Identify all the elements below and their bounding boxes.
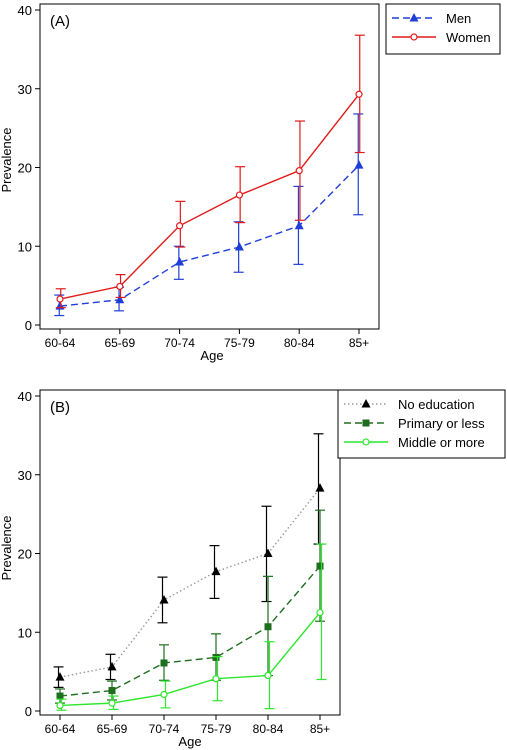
data-point	[211, 566, 221, 576]
series-women	[55, 34, 365, 309]
legend-swatch-marker	[410, 33, 418, 41]
y-tick-label: 0	[25, 318, 32, 333]
legend-item: Primary or less	[344, 416, 485, 431]
x-tick-label: 85+	[349, 336, 369, 350]
series-line	[59, 487, 321, 678]
data-point	[159, 594, 169, 604]
x-tick-label: 65-69	[104, 336, 135, 350]
y-tick-label: 20	[18, 547, 32, 562]
x-tick-label: 85+	[310, 722, 330, 736]
data-point	[116, 282, 124, 291]
x-tick-label: 70-74	[149, 722, 180, 736]
series-line	[59, 164, 360, 307]
panel-label: (A)	[50, 13, 70, 30]
x-tick-label: 80-84	[284, 336, 315, 350]
data-point	[160, 659, 168, 667]
x-tick-label: 60-64	[45, 722, 76, 736]
plot-frame	[39, 389, 341, 716]
y-axis-title: Prevalence	[0, 127, 14, 192]
data-point	[295, 167, 303, 175]
y-tick-label: 0	[25, 704, 32, 719]
data-point	[316, 608, 324, 617]
data-point	[108, 699, 116, 707]
legend-swatch-marker	[362, 419, 370, 427]
x-tick-label: 60-64	[45, 336, 76, 350]
x-tick-label: 75-79	[201, 722, 232, 736]
panel-label: (B)	[50, 399, 70, 416]
y-tick-label: 30	[18, 82, 32, 97]
series-no-education	[53, 433, 325, 688]
data-point	[107, 661, 117, 671]
series-men	[54, 113, 364, 317]
legend-label: Middle or more	[398, 435, 485, 450]
y-tick-label: 40	[18, 389, 32, 404]
y-tick-label: 20	[18, 161, 32, 176]
x-tick-label: 80-84	[253, 722, 284, 736]
data-point	[354, 160, 364, 169]
x-axis-title: Age	[200, 348, 223, 363]
y-tick-label: 30	[18, 468, 32, 483]
series-line	[59, 612, 321, 707]
data-point	[160, 690, 168, 699]
legend: Men Women	[385, 3, 501, 55]
x-axis-title: Age	[178, 734, 201, 749]
legend-swatch-marker	[361, 399, 371, 408]
chart-panel-a: 0 10 20 30 40 60-64 65-69 70-74 75-79 80-84 85+ Age…	[0, 3, 501, 363]
legend: No education Primary or less Middle or mor…	[337, 389, 506, 459]
data-point	[115, 294, 125, 304]
data-point	[264, 623, 272, 631]
plot-frame	[39, 3, 380, 330]
x-tick-label: 65-69	[97, 722, 128, 736]
legend-swatch-marker	[409, 13, 419, 22]
data-point	[316, 562, 324, 570]
legend-label: Men	[446, 11, 471, 26]
data-point	[212, 675, 220, 683]
data-point	[294, 220, 304, 230]
data-point	[176, 222, 184, 230]
y-tick-label: 10	[18, 625, 32, 640]
legend-label: Women	[446, 30, 491, 45]
data-point	[315, 483, 325, 492]
chart-panel-b: 0 10 20 30 40 60-64 65-69 70-74 75-79 80-84 85+ Age…	[0, 389, 506, 749]
data-point	[108, 687, 116, 695]
data-point	[234, 242, 244, 251]
data-point	[212, 653, 220, 661]
series-primary-or-less	[55, 509, 325, 704]
y-tick-label: 40	[18, 3, 32, 18]
data-point	[264, 671, 272, 680]
data-point	[56, 295, 64, 303]
x-tick-label: 75-79	[224, 336, 255, 350]
legend-swatch-marker	[362, 438, 370, 446]
legend-label: No education	[398, 397, 475, 412]
legend-item: No education	[344, 397, 475, 412]
series-line	[59, 93, 360, 300]
y-tick-label: 10	[18, 239, 32, 254]
data-point	[235, 191, 243, 199]
series-line	[59, 565, 321, 697]
series-middle-or-more	[56, 543, 327, 711]
data-point	[55, 672, 65, 681]
data-point	[56, 692, 64, 700]
legend-box	[385, 3, 501, 55]
data-point	[175, 257, 185, 266]
data-point	[56, 701, 64, 710]
legend-label: Primary or less	[398, 416, 485, 431]
legend-item: Middle or more	[344, 435, 485, 450]
legend-item: Men	[392, 11, 471, 26]
data-point	[263, 548, 273, 557]
data-point	[355, 90, 363, 98]
y-axis-title: Prevalence	[0, 515, 14, 580]
x-tick-label: 70-74	[164, 336, 195, 350]
legend-item: Women	[392, 30, 491, 45]
